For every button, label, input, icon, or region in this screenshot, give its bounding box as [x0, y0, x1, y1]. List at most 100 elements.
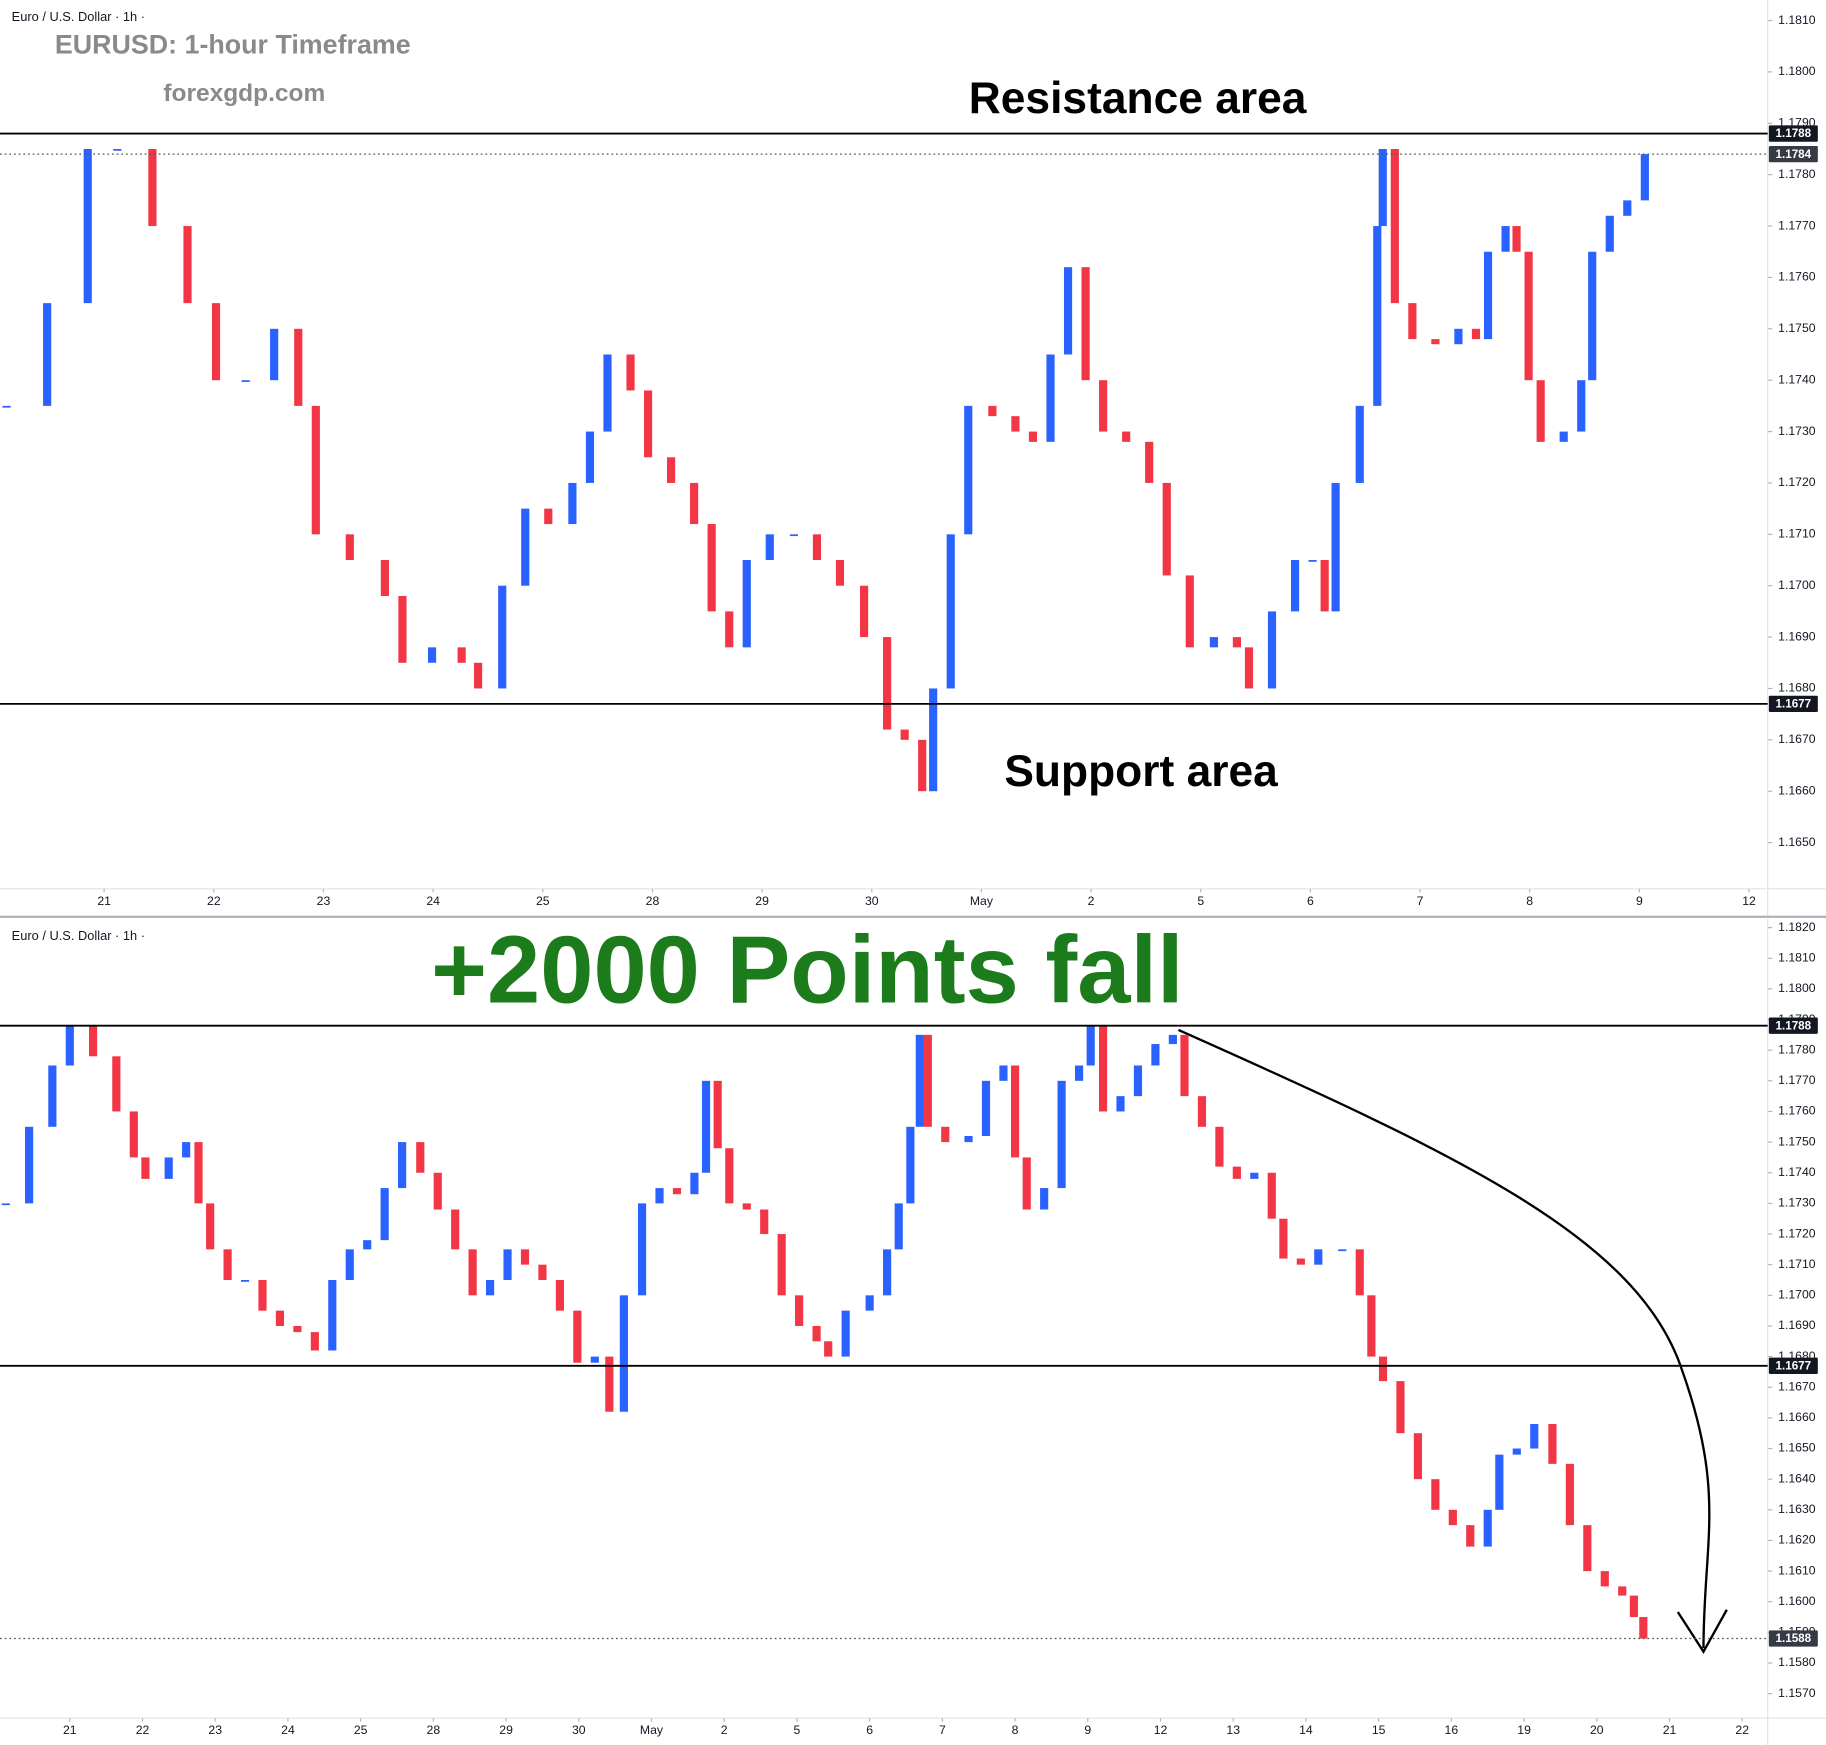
y-tick-label: 1.1620	[1778, 1533, 1816, 1547]
chart-subtitle: forexgdp.com	[163, 80, 325, 107]
candle	[999, 1065, 1008, 1081]
candle	[1145, 441, 1154, 483]
candle	[672, 1188, 682, 1195]
candle	[900, 729, 909, 740]
y-tick-label: 1.1720	[1778, 1226, 1816, 1240]
candle	[1471, 328, 1481, 340]
candle	[1063, 267, 1073, 355]
y-tick-label: 1.1660	[1778, 1410, 1816, 1424]
candle	[345, 534, 354, 561]
candle	[1396, 1381, 1405, 1434]
y-tick-label: 1.1750	[1778, 321, 1816, 335]
candle	[48, 1065, 57, 1127]
candle	[1296, 1258, 1305, 1265]
x-tick-label: 25	[354, 1723, 368, 1737]
candle	[637, 1203, 647, 1296]
y-tick-label: 1.1670	[1778, 732, 1816, 746]
candle	[929, 688, 938, 792]
y-tick-label: 1.1710	[1778, 527, 1816, 541]
y-tick-label: 1.1770	[1778, 1073, 1816, 1087]
candle	[1448, 1509, 1457, 1526]
candle	[1151, 1044, 1160, 1066]
candle	[1215, 1126, 1224, 1167]
candle	[1244, 647, 1254, 689]
candle	[275, 1310, 285, 1326]
candle	[1548, 1424, 1557, 1464]
candle	[605, 1356, 614, 1412]
symbol-header: Euro / U.S. Dollar · 1h ·	[12, 9, 145, 24]
candle	[760, 1209, 769, 1235]
candle	[486, 1279, 495, 1296]
x-tick-label: 7	[939, 1723, 946, 1737]
candle	[1099, 380, 1108, 432]
candle	[1431, 339, 1440, 345]
candle	[1086, 1025, 1095, 1066]
y-tick-label: 1.1720	[1778, 475, 1816, 489]
candle	[1133, 1065, 1143, 1097]
candle	[1011, 416, 1020, 432]
candle	[211, 303, 221, 381]
candle	[398, 1142, 407, 1189]
candle	[841, 1310, 850, 1357]
x-tick-label: 9	[1636, 894, 1643, 908]
y-tick-label: 1.1580	[1778, 1655, 1816, 1669]
candle	[690, 482, 699, 525]
candle	[568, 482, 577, 525]
candle	[1483, 1509, 1492, 1547]
candle	[1512, 1448, 1521, 1455]
candle	[270, 328, 279, 381]
y-tick-label: 1.1700	[1778, 1288, 1816, 1302]
x-tick-label: 28	[427, 1723, 441, 1737]
y-tick-label: 1.1810	[1778, 950, 1816, 964]
candle	[520, 1249, 530, 1265]
x-tick-label: 24	[426, 894, 440, 908]
candle	[1279, 1218, 1288, 1259]
candle	[1010, 1065, 1020, 1158]
y-tick-label: 1.1640	[1778, 1471, 1816, 1485]
candle	[544, 508, 553, 525]
candle	[328, 1279, 337, 1351]
candle	[923, 1034, 932, 1127]
candle	[112, 1056, 121, 1112]
candle	[1577, 380, 1586, 432]
candle	[25, 1126, 34, 1204]
y-tick-label: 1.1740	[1778, 372, 1816, 386]
candle	[1, 1203, 10, 1206]
candle	[183, 226, 192, 304]
candle	[310, 1332, 319, 1351]
x-tick-label: 25	[536, 894, 550, 908]
candle	[1431, 1479, 1440, 1510]
candle	[1355, 405, 1364, 483]
candle	[345, 1249, 354, 1280]
candle	[964, 405, 973, 535]
candle	[701, 1080, 711, 1173]
candle	[883, 637, 892, 730]
candle	[380, 560, 389, 596]
candle	[474, 662, 483, 689]
candle	[643, 390, 653, 458]
candle	[206, 1203, 215, 1250]
candle	[1495, 1454, 1504, 1510]
candle	[1629, 1595, 1638, 1618]
x-tick-label: 23	[317, 894, 331, 908]
x-tick-label: 29	[755, 894, 769, 908]
candle	[946, 534, 955, 689]
candle	[1565, 1463, 1574, 1526]
candle	[1378, 1356, 1388, 1382]
candle	[164, 1157, 173, 1179]
arrow-head	[1676, 1609, 1728, 1654]
candle	[765, 534, 774, 561]
candle	[223, 1249, 232, 1280]
candle	[1314, 1249, 1323, 1265]
candle	[1320, 560, 1329, 612]
candle	[824, 1341, 833, 1357]
candle	[1390, 148, 1399, 304]
candle	[941, 1126, 950, 1143]
last-price-label: 1.1784	[1775, 148, 1811, 161]
candle	[241, 380, 250, 382]
y-tick-label: 1.1690	[1778, 629, 1816, 643]
candle	[1483, 251, 1493, 340]
x-tick-label: 12	[1154, 1723, 1168, 1737]
candle	[1180, 1034, 1189, 1097]
candle	[1605, 215, 1614, 252]
